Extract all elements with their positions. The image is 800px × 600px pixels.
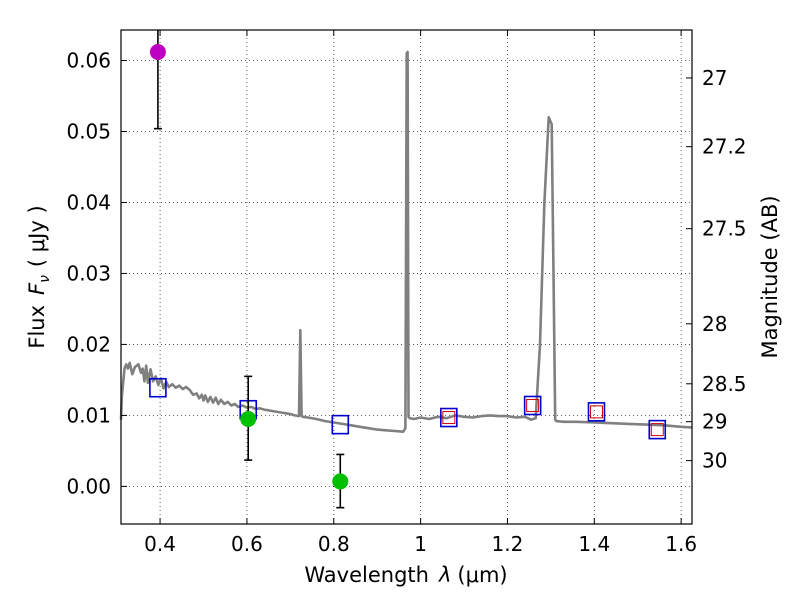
x-tick-label: 0.6 [231,532,263,556]
y-tick-label: 0.01 [66,403,111,427]
y-tick-label: 0.00 [66,474,111,498]
x-tick-label: 1.6 [665,532,697,556]
observed-point [149,44,166,61]
y-tick-label: 0.06 [66,49,111,73]
magnitude-tick-label: 27.5 [702,217,747,241]
x-tick-label: 1 [414,532,427,556]
y-tick-label: 0.04 [66,190,111,214]
plot-area [119,30,693,509]
magnitude-tick-label: 28 [702,312,727,336]
model-point-marker [587,402,606,422]
x-tick-label: 0.4 [144,532,176,556]
model-point-inner-marker [442,411,456,425]
x-axis-label: Wavelength λ (μm) [304,563,507,587]
y-tick-label: 0.05 [66,119,111,143]
magnitude-tick-label: 28.5 [702,372,747,396]
model-point-inner-marker [526,398,540,412]
model-point-marker [331,414,350,435]
x-tick-label: 0.8 [318,532,350,556]
observed-point [240,410,257,427]
model-point-marker [440,407,458,428]
model-point-marker [648,419,667,440]
x-tick-label: 1.2 [492,532,524,556]
sed-line [119,50,693,434]
model-point-marker [523,395,542,416]
model-point-marker [149,377,167,398]
magnitude-axis-label: Magnitude (AB) [758,195,782,358]
model-point-inner-marker [589,405,603,419]
y-tick-label: 0.03 [66,261,111,285]
magnitude-tick-label: 27.2 [702,135,747,159]
plot-frame [120,29,693,525]
observed-point [332,473,349,490]
magnitude-tick-label: 29 [702,410,727,434]
x-tick-label: 1.4 [578,532,610,556]
y-tick-label: 0.02 [66,332,111,356]
magnitude-tick-label: 27 [702,66,727,90]
y-axis-label: FluxFν( μJy ) [25,205,53,348]
model-point-inner-marker [650,423,664,437]
axis-ticks: 0.4 0.6 0.8 1 1.2 1.4 1.6 0.00 0.01 0.02 0.03 0.04 0… [66,30,747,556]
magnitude-tick-label: 30 [702,449,727,473]
